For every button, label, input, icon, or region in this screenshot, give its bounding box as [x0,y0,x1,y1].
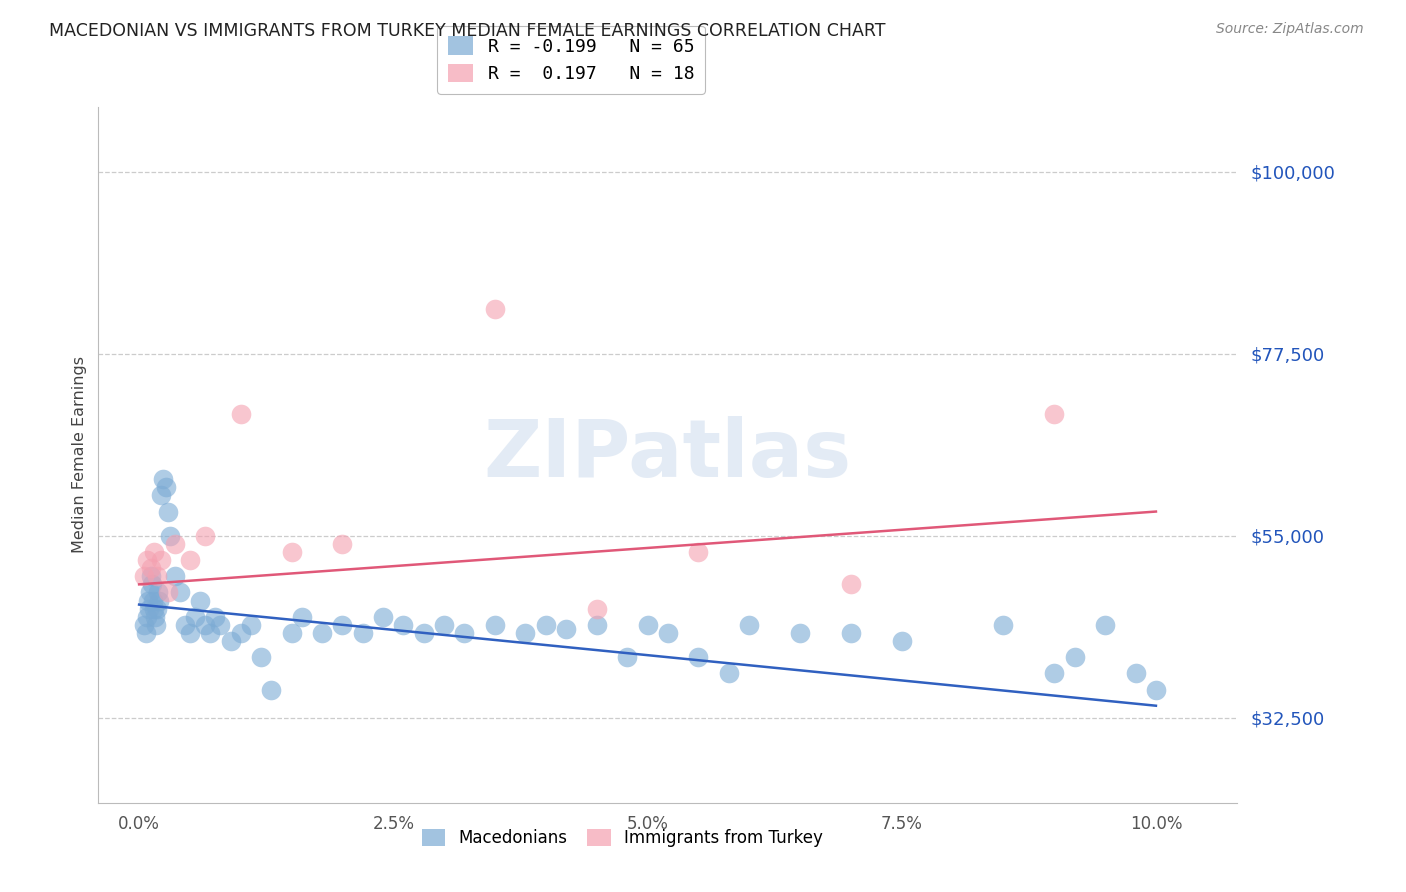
Point [616,650,638,665]
Point [585,601,607,615]
Point [555,622,578,636]
Point [1043,408,1066,422]
Point [433,617,456,632]
Point [789,626,811,640]
Point [239,617,262,632]
Point [280,626,302,640]
Point [155,480,177,494]
Point [148,585,170,599]
Point [311,626,333,640]
Point [146,569,169,583]
Point [145,617,167,632]
Point [412,626,434,640]
Point [637,617,659,632]
Point [1094,617,1116,632]
Point [250,650,273,665]
Point [152,472,174,486]
Point [169,585,191,599]
Text: MACEDONIAN VS IMMIGRANTS FROM TURKEY MEDIAN FEMALE EARNINGS CORRELATION CHART: MACEDONIAN VS IMMIGRANTS FROM TURKEY MED… [49,22,886,40]
Point [163,569,186,583]
Point [484,617,506,632]
Point [136,593,159,607]
Point [141,561,163,575]
Point [993,617,1015,632]
Point [194,529,217,543]
Point [156,504,179,518]
Point [484,302,506,317]
Point [136,609,159,624]
Point [657,626,679,640]
Point [141,569,163,583]
Point [209,617,232,632]
Point [534,617,557,632]
Point [1144,682,1167,697]
Point [291,609,314,624]
Point [142,593,165,607]
Point [392,617,415,632]
Point [184,609,207,624]
Point [717,666,740,681]
Point [371,609,394,624]
Point [148,593,170,607]
Point [194,617,217,632]
Legend: Macedonians, Immigrants from Turkey: Macedonians, Immigrants from Turkey [415,822,830,854]
Point [260,682,283,697]
Point [138,601,160,615]
Point [688,545,710,559]
Point [173,617,195,632]
Point [229,626,252,640]
Point [150,488,173,502]
Point [188,593,211,607]
Point [204,609,226,624]
Text: ZIPatlas: ZIPatlas [484,416,852,494]
Point [280,545,302,559]
Point [515,626,537,640]
Point [585,617,607,632]
Y-axis label: Median Female Earnings: Median Female Earnings [72,357,87,553]
Point [143,545,166,559]
Point [839,577,862,591]
Point [134,569,156,583]
Point [141,577,163,591]
Point [159,529,181,543]
Point [179,553,201,567]
Point [163,537,186,551]
Point [200,626,222,640]
Point [146,601,169,615]
Point [145,609,166,624]
Point [229,408,252,422]
Point [839,626,862,640]
Text: Source: ZipAtlas.com: Source: ZipAtlas.com [1216,22,1364,37]
Point [150,553,173,567]
Point [332,537,354,551]
Point [352,626,374,640]
Point [738,617,761,632]
Point [1043,666,1066,681]
Point [332,617,354,632]
Point [135,626,157,640]
Point [688,650,710,665]
Point [890,634,912,648]
Point [139,585,162,599]
Point [1125,666,1147,681]
Point [1063,650,1085,665]
Point [219,634,242,648]
Point [156,585,179,599]
Point [134,617,156,632]
Point [143,601,166,615]
Point [453,626,475,640]
Point [136,553,159,567]
Point [179,626,201,640]
